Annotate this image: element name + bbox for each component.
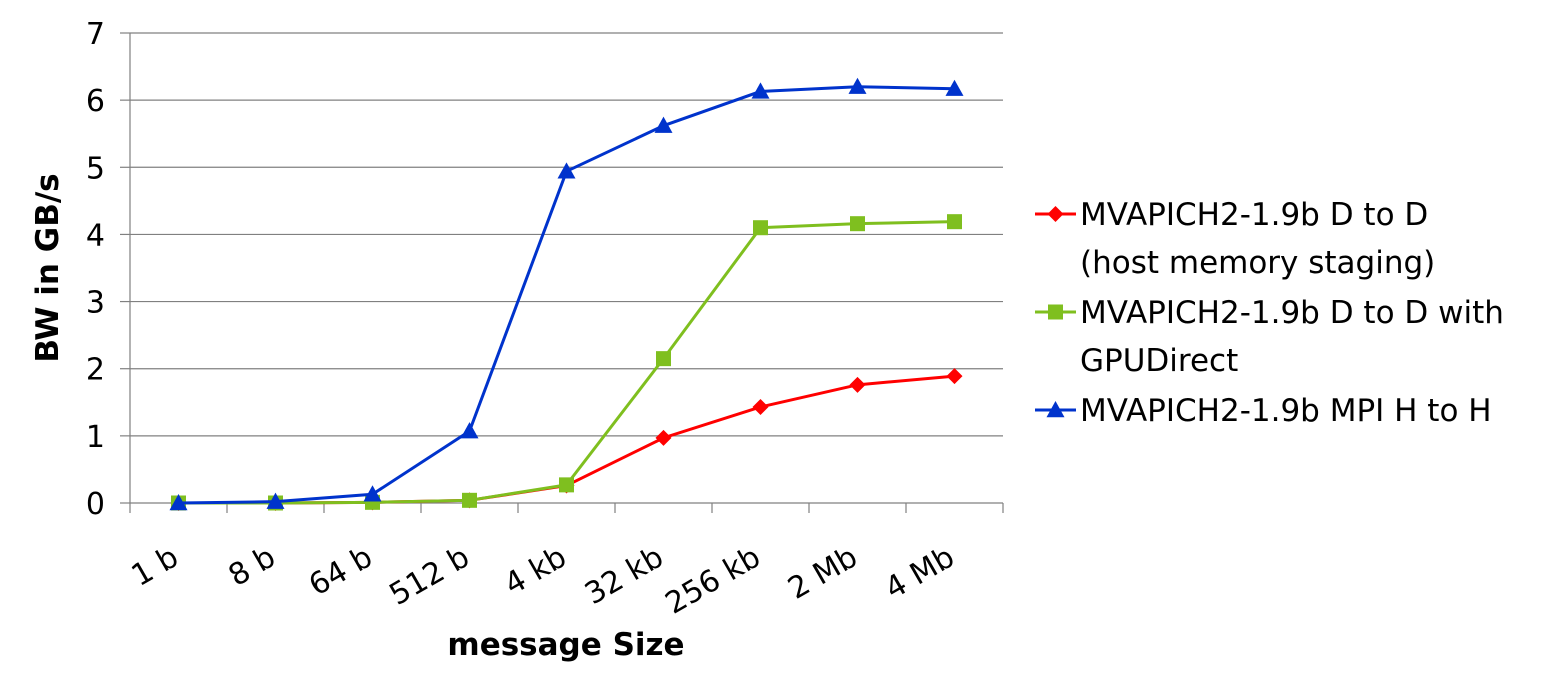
x-tick-label: 1 b — [126, 540, 185, 594]
y-tick-label: 5 — [86, 151, 105, 186]
series-line — [178, 85, 955, 505]
data-point — [849, 376, 866, 393]
series-3 — [169, 77, 964, 511]
data-point — [169, 494, 188, 511]
data-point — [751, 82, 770, 99]
x-axis-title: message Size — [447, 627, 684, 663]
y-tick-label: 2 — [86, 353, 105, 388]
legend-label: GPUDirect — [1080, 343, 1238, 379]
data-point — [945, 79, 964, 96]
y-tick-label: 7 — [86, 17, 105, 52]
legend-marker-icon — [1046, 401, 1065, 418]
x-tick-label: 4 kb — [499, 540, 573, 603]
x-tick-label: 256 kb — [660, 540, 767, 622]
series-line — [178, 220, 955, 505]
x-tick-label: 2 Mb — [782, 540, 863, 607]
data-point — [462, 492, 477, 508]
data-point — [266, 492, 285, 509]
data-point — [848, 77, 867, 94]
legend-label: MVAPICH2-1.9b MPI H to H — [1080, 393, 1492, 429]
series-2 — [171, 214, 962, 511]
gridlines — [130, 32, 1003, 437]
data-point — [557, 162, 576, 179]
y-tick-label: 6 — [86, 84, 105, 119]
legend-marker-icon — [1048, 304, 1063, 320]
legend-label: MVAPICH2-1.9b D to D with — [1080, 295, 1504, 331]
legend-label: (host memory staging) — [1080, 245, 1435, 281]
data-point — [753, 220, 768, 236]
data-point — [559, 477, 574, 493]
legend-marker-icon — [1047, 206, 1064, 222]
data-point — [946, 368, 963, 385]
y-tick-label: 1 — [86, 420, 105, 455]
data-point — [850, 216, 865, 232]
y-tick-label: 0 — [86, 487, 105, 522]
y-axis-title: BW in GB/s — [30, 173, 66, 362]
x-tick-label: 512 b — [384, 540, 476, 613]
data-point — [655, 429, 672, 446]
data-point — [363, 485, 382, 502]
data-point — [654, 116, 673, 133]
x-tick-label: 64 b — [303, 540, 378, 604]
y-tick-label: 3 — [86, 286, 105, 321]
x-tick-label: 4 Mb — [879, 540, 960, 607]
axes — [120, 32, 1004, 513]
legend-entry-1: MVAPICH2-1.9b D to D (host memory staging… — [1035, 197, 1435, 281]
legend-entry-3: MVAPICH2-1.9b MPI H to H — [1035, 393, 1492, 429]
data-point — [656, 351, 671, 367]
y-tick-label: 4 — [86, 218, 105, 253]
x-tick-label: 8 b — [223, 540, 282, 594]
data-point — [752, 398, 769, 415]
legend-entry-2: MVAPICH2-1.9b D to D with GPUDirect — [1035, 295, 1504, 379]
x-tick-label: 32 kb — [579, 540, 669, 612]
legend: MVAPICH2-1.9b D to D (host memory staging… — [1035, 197, 1504, 429]
data-point — [947, 214, 962, 230]
data-point — [460, 422, 479, 439]
data-series — [169, 77, 964, 511]
legend-label: MVAPICH2-1.9b D to D — [1080, 197, 1428, 233]
